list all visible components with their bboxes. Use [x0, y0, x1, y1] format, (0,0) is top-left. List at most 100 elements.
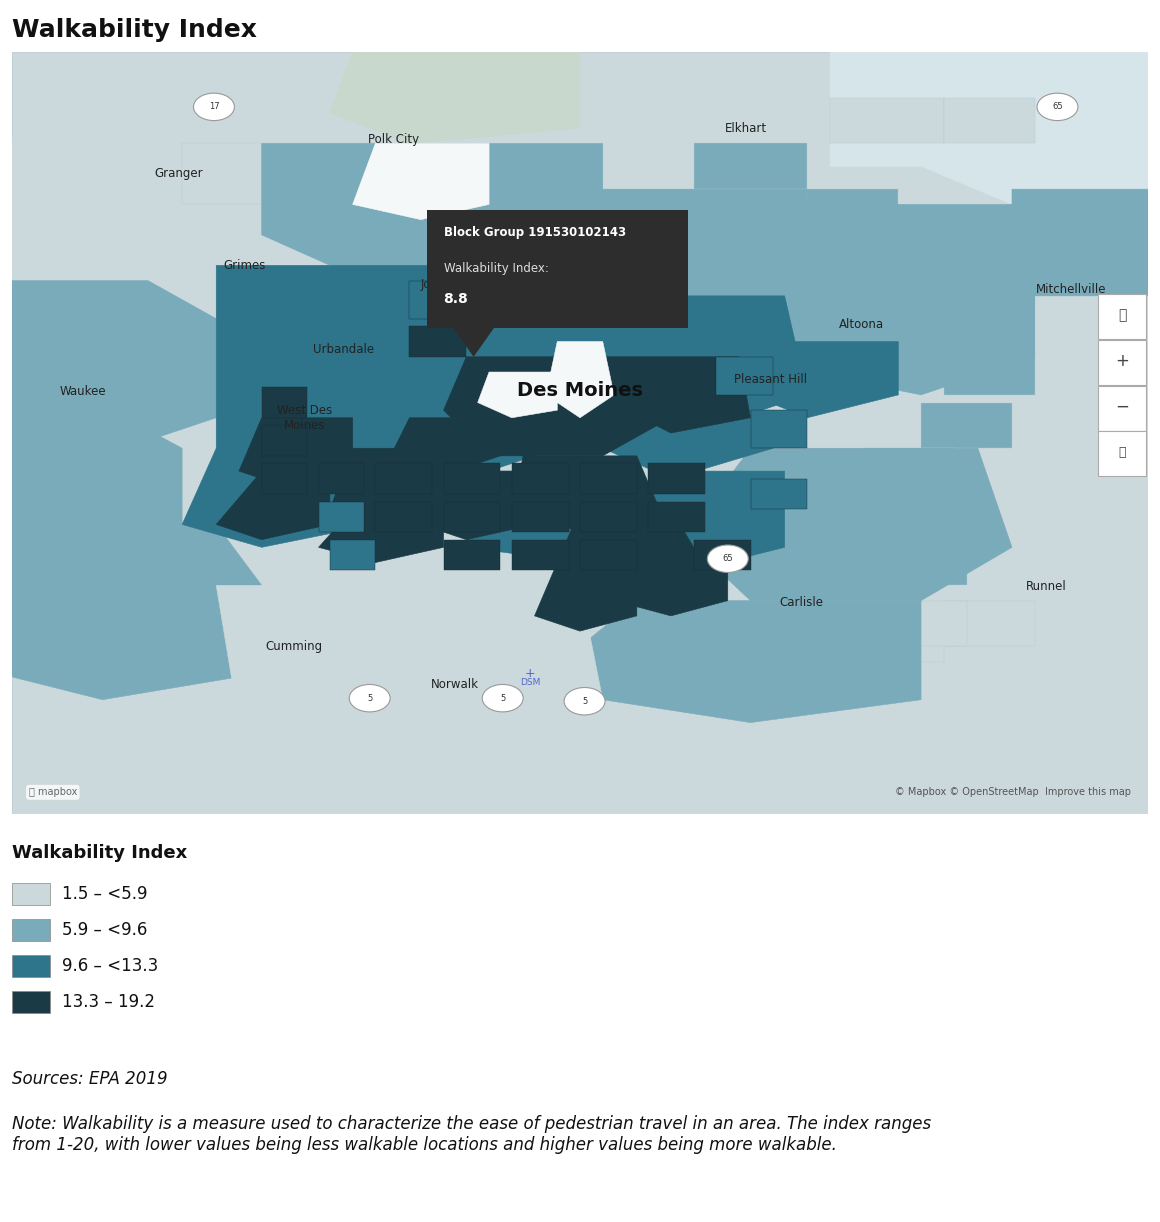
Polygon shape: [637, 472, 784, 571]
Text: ⓘ mapbox: ⓘ mapbox: [29, 787, 77, 797]
Bar: [12, 919, 50, 941]
Text: Walkability Index: Walkability Index: [12, 18, 256, 43]
Polygon shape: [478, 371, 557, 418]
Polygon shape: [329, 448, 443, 524]
Bar: [694, 143, 807, 189]
Bar: [35, 601, 125, 677]
Polygon shape: [216, 585, 603, 738]
Bar: [944, 98, 1035, 143]
Text: 1.5 – <5.9: 1.5 – <5.9: [61, 885, 147, 903]
Text: Walkability Index: Walkability Index: [12, 844, 187, 862]
Text: Runnel: Runnel: [1025, 580, 1066, 594]
Polygon shape: [557, 510, 694, 578]
Polygon shape: [546, 342, 614, 418]
Text: 5.9 – <9.6: 5.9 – <9.6: [61, 921, 147, 938]
Text: 5: 5: [367, 694, 372, 703]
Text: +: +: [1115, 352, 1129, 369]
Bar: [864, 448, 955, 494]
Bar: [319, 463, 364, 494]
Polygon shape: [319, 510, 443, 562]
Bar: [262, 463, 307, 494]
Text: Polk City: Polk City: [368, 133, 419, 147]
Bar: [319, 501, 364, 532]
Bar: [376, 501, 433, 532]
Text: Note: Walkability is a measure used to characterize the ease of pedestrian trave: Note: Walkability is a measure used to c…: [12, 1114, 931, 1154]
Text: Waukee: Waukee: [60, 385, 107, 397]
Bar: [409, 616, 546, 677]
Polygon shape: [603, 371, 774, 479]
Polygon shape: [296, 112, 831, 204]
Bar: [580, 631, 694, 677]
Text: 8.8: 8.8: [443, 292, 469, 306]
Text: Carlisle: Carlisle: [780, 595, 824, 609]
FancyBboxPatch shape: [1099, 386, 1146, 430]
Text: Walkability Index:: Walkability Index:: [443, 262, 549, 275]
Text: 35: 35: [574, 240, 586, 248]
Text: ⌖: ⌖: [1118, 308, 1126, 321]
Circle shape: [1037, 93, 1078, 121]
Polygon shape: [386, 418, 500, 479]
Polygon shape: [466, 472, 660, 562]
Bar: [329, 540, 376, 571]
Bar: [35, 510, 125, 585]
Text: +: +: [524, 666, 535, 679]
Bar: [557, 281, 625, 319]
Text: Mitchellville: Mitchellville: [1036, 284, 1107, 296]
FancyBboxPatch shape: [1099, 340, 1146, 385]
FancyBboxPatch shape: [427, 210, 688, 327]
Text: Johnston: Johnston: [420, 277, 471, 291]
Text: 13.3 – 19.2: 13.3 – 19.2: [61, 993, 155, 1011]
Polygon shape: [535, 562, 637, 631]
Polygon shape: [12, 143, 262, 296]
Bar: [12, 991, 50, 1013]
Text: Elkhart: Elkhart: [725, 122, 767, 134]
Bar: [239, 601, 376, 661]
Bar: [876, 540, 966, 585]
Polygon shape: [831, 53, 1148, 204]
Text: Granger: Granger: [154, 167, 203, 181]
Text: Block Group 191530102143: Block Group 191530102143: [443, 226, 625, 240]
Text: 65: 65: [723, 555, 733, 563]
Bar: [944, 342, 1035, 395]
Text: 65: 65: [1052, 103, 1063, 111]
Polygon shape: [12, 418, 182, 547]
Polygon shape: [751, 204, 1035, 395]
Polygon shape: [580, 601, 921, 722]
Bar: [876, 601, 966, 646]
Polygon shape: [216, 265, 490, 448]
Bar: [409, 326, 466, 357]
Bar: [296, 143, 386, 189]
Text: Grimes: Grimes: [224, 259, 266, 271]
Bar: [490, 265, 557, 303]
Polygon shape: [1012, 189, 1148, 296]
Text: Pleasant Hill: Pleasant Hill: [734, 373, 807, 386]
Bar: [944, 601, 1035, 646]
Text: Urbandale: Urbandale: [313, 342, 375, 356]
Bar: [35, 303, 125, 395]
Circle shape: [559, 230, 601, 258]
Bar: [35, 418, 125, 494]
Circle shape: [708, 545, 748, 572]
Bar: [831, 616, 944, 661]
Bar: [717, 357, 774, 395]
Bar: [443, 501, 500, 532]
Bar: [580, 463, 637, 494]
Bar: [648, 463, 705, 494]
Bar: [807, 189, 898, 242]
Text: 9.6 – <13.3: 9.6 – <13.3: [61, 957, 158, 975]
Text: West Des
Moines: West Des Moines: [277, 403, 333, 431]
Polygon shape: [603, 296, 807, 433]
Polygon shape: [12, 281, 216, 448]
Polygon shape: [443, 357, 670, 456]
Text: Sources: EPA 2019: Sources: EPA 2019: [12, 1070, 168, 1088]
Polygon shape: [262, 143, 603, 296]
Polygon shape: [625, 357, 751, 433]
FancyBboxPatch shape: [1099, 295, 1146, 340]
Bar: [376, 463, 433, 494]
Bar: [648, 501, 705, 532]
Bar: [784, 585, 876, 646]
Text: Des Moines: Des Moines: [517, 381, 643, 400]
Text: Cumming: Cumming: [264, 640, 322, 653]
Polygon shape: [535, 220, 648, 296]
Circle shape: [483, 684, 523, 712]
